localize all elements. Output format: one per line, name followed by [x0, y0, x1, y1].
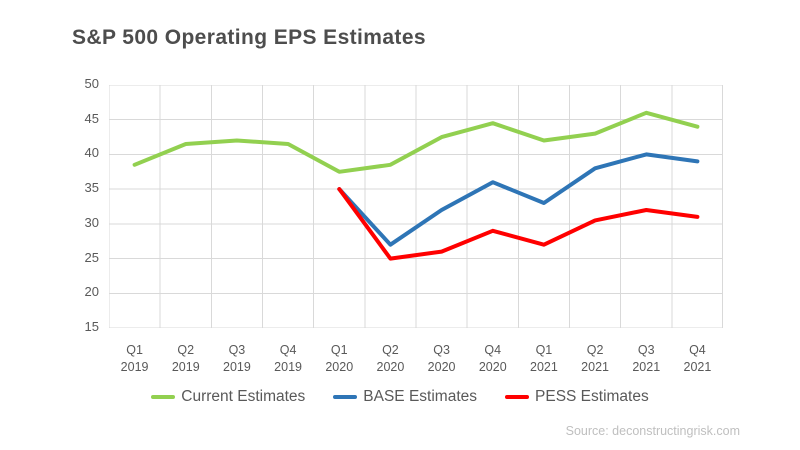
- x-axis-label: Q3 2020: [427, 343, 456, 374]
- y-axis-label: 15: [84, 319, 99, 334]
- x-axis-label: Q4 2020: [478, 343, 507, 374]
- line-current-estimates: [132, 110, 700, 174]
- x-axis-label: Q2 2020: [376, 343, 405, 374]
- legend-swatch-base-estimates: [333, 395, 358, 399]
- x-axis-label: Q4 2019: [274, 343, 302, 374]
- line-base-estimates: [337, 152, 700, 247]
- x-axis-label: Q1 2020: [325, 343, 354, 374]
- y-axis-label: 30: [84, 214, 99, 230]
- legend-item-base-estimates: BASE Estimates: [333, 388, 477, 406]
- legend-item-current-estimates: Current Estimates: [151, 388, 305, 406]
- y-axis-label: 40: [84, 145, 99, 161]
- plot-area: [109, 85, 723, 328]
- source-attribution: Source: deconstructingrisk.com: [565, 424, 740, 438]
- x-axis-label: Q2 2019: [171, 343, 200, 374]
- legend: Current Estimates BASE Estimates PESS Esti…: [0, 388, 800, 406]
- legend-swatch-pess-estimates: [505, 395, 530, 399]
- legend-label: BASE Estimates: [363, 388, 478, 405]
- chart-title: S&P 500 Operating EPS Estimates: [72, 26, 426, 49]
- legend-label: PESS Estimates: [535, 388, 649, 405]
- x-axis-label: Q1 2021: [530, 343, 558, 374]
- x-axis-label: Q3 2021: [632, 343, 661, 374]
- y-axis-label: 50: [84, 76, 99, 91]
- line-pess-estimates: [337, 187, 700, 261]
- y-axis-label: 25: [84, 249, 99, 265]
- plot-area-svg: [109, 85, 723, 328]
- x-axis-label: Q1 2019: [120, 343, 149, 374]
- legend-label: Current Estimates: [181, 388, 306, 405]
- x-axis-label: Q2 2021: [581, 343, 609, 374]
- legend-swatch-current-estimates: [151, 395, 176, 399]
- y-axis-label: 45: [84, 110, 99, 126]
- y-axis-label: 35: [84, 180, 99, 196]
- x-axis-label: Q3 2019: [223, 343, 251, 374]
- y-axis-label: 20: [84, 284, 99, 300]
- legend-item-pess-estimates: PESS Estimates: [505, 388, 649, 406]
- x-axis-label: Q4 2021: [683, 343, 712, 374]
